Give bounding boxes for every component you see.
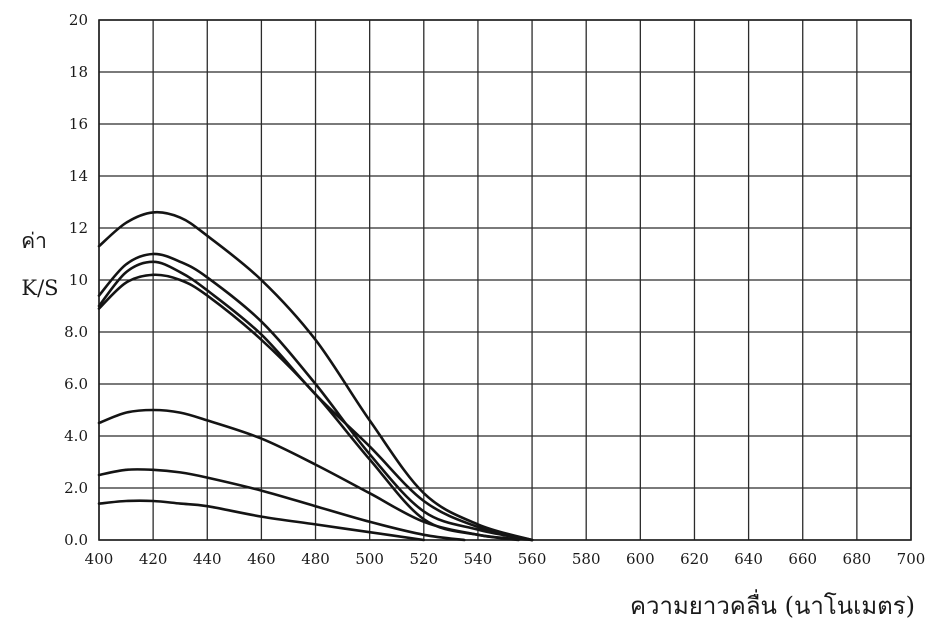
x-tick-label: 640 <box>734 550 763 568</box>
y-tick-label: 4.0 <box>64 427 88 445</box>
y-tick-labels: 0.0 2.0 4.0 6.0 8.0 10 12 14 16 18 20 <box>64 11 88 549</box>
y-tick-label: 12 <box>69 219 88 237</box>
x-tick-label: 540 <box>464 550 493 568</box>
series-line-5 <box>97 408 520 542</box>
y-tick-label: 10 <box>69 271 88 289</box>
series-line-6 <box>97 468 466 542</box>
series-line-3 <box>97 260 534 542</box>
x-tick-label: 420 <box>139 550 168 568</box>
series-line-1 <box>97 210 534 542</box>
y-tick-label: 14 <box>69 167 88 185</box>
x-tick-label: 480 <box>301 550 330 568</box>
x-tick-label: 620 <box>680 550 709 568</box>
y-tick-label: 20 <box>69 11 88 29</box>
y-tick-label: 8.0 <box>64 323 88 341</box>
grid <box>98 19 912 541</box>
x-tick-label: 440 <box>193 550 222 568</box>
x-axis-label: ความยาวคลื่น (นาโนเมตร) <box>630 589 915 620</box>
x-tick-label: 560 <box>518 550 547 568</box>
x-tick-label: 520 <box>409 550 438 568</box>
x-tick-label: 400 <box>85 550 114 568</box>
x-tick-label: 700 <box>897 550 926 568</box>
x-tick-label: 500 <box>355 550 384 568</box>
y-axis-label-line2: K/S <box>21 276 58 300</box>
y-tick-label: 18 <box>69 63 88 81</box>
series-lines <box>97 210 534 542</box>
x-tick-label: 600 <box>626 550 655 568</box>
y-tick-label: 16 <box>69 115 88 133</box>
series-line-7 <box>97 499 426 542</box>
y-axis-label-line1: ค่า <box>21 229 47 253</box>
y-tick-label: 0.0 <box>64 531 88 549</box>
x-tick-label: 580 <box>572 550 601 568</box>
plot-frame <box>98 19 912 541</box>
series-line-2 <box>97 252 534 542</box>
x-tick-label: 460 <box>247 550 276 568</box>
x-tick-label: 680 <box>843 550 872 568</box>
y-tick-label: 6.0 <box>64 375 88 393</box>
y-tick-label: 2.0 <box>64 479 88 497</box>
x-tick-label: 660 <box>788 550 817 568</box>
x-tick-labels: 400 420 440 460 480 500 520 540 560 580 600 620 640 6… <box>85 550 926 568</box>
